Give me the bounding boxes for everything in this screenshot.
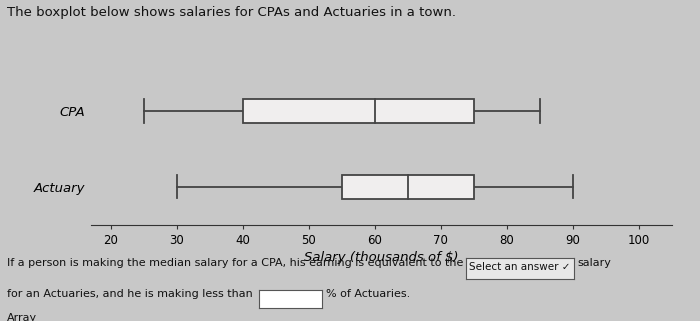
Text: % of Actuaries.: % of Actuaries. [326,289,409,299]
Bar [243,99,474,123]
Text: The boxplot below shows salaries for CPAs and Actuaries in a town.: The boxplot below shows salaries for CPA… [7,6,456,19]
Text: Select an answer ✓: Select an answer ✓ [469,262,570,272]
Bar [342,175,474,199]
X-axis label: Salary (thousands of $): Salary (thousands of $) [304,251,458,264]
Text: for an Actuaries, and he is making less than: for an Actuaries, and he is making less … [7,289,253,299]
Text: salary: salary [578,258,611,268]
Text: If a person is making the median salary for a CPA, his earning is equivalent to : If a person is making the median salary … [7,258,463,268]
Text: Array: Array [7,313,37,321]
